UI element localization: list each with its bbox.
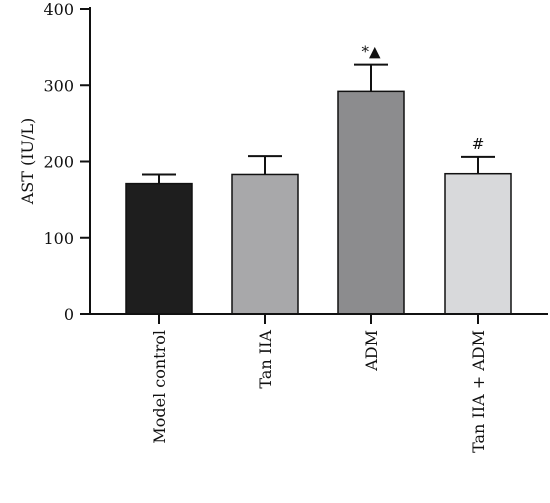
y-axis: 0 100 200 300 400 xyxy=(43,0,91,324)
y-tick-label: 200 xyxy=(43,153,74,172)
x-tick-label: Tan IIA xyxy=(256,330,275,389)
x-axis: Model control Tan IIA ADM Tan IIA + ADM xyxy=(90,313,548,453)
bar xyxy=(231,173,299,315)
y-axis-label: AST (IU/L) xyxy=(18,118,37,206)
x-tick-label: ADM xyxy=(362,330,381,372)
x-tick-label: Model control xyxy=(150,330,169,444)
bars: *▲ # xyxy=(125,43,512,315)
significance-marker: # xyxy=(472,135,485,153)
bar xyxy=(337,90,405,315)
y-tick-label: 0 xyxy=(64,305,74,324)
significance-marker: *▲ xyxy=(361,43,381,61)
y-tick-label: 400 xyxy=(43,0,74,19)
bar xyxy=(444,172,512,315)
y-tick-label: 100 xyxy=(43,229,74,248)
x-tick-label: Tan IIA + ADM xyxy=(469,330,488,453)
y-tick-label: 300 xyxy=(43,76,74,95)
bar xyxy=(125,182,193,315)
